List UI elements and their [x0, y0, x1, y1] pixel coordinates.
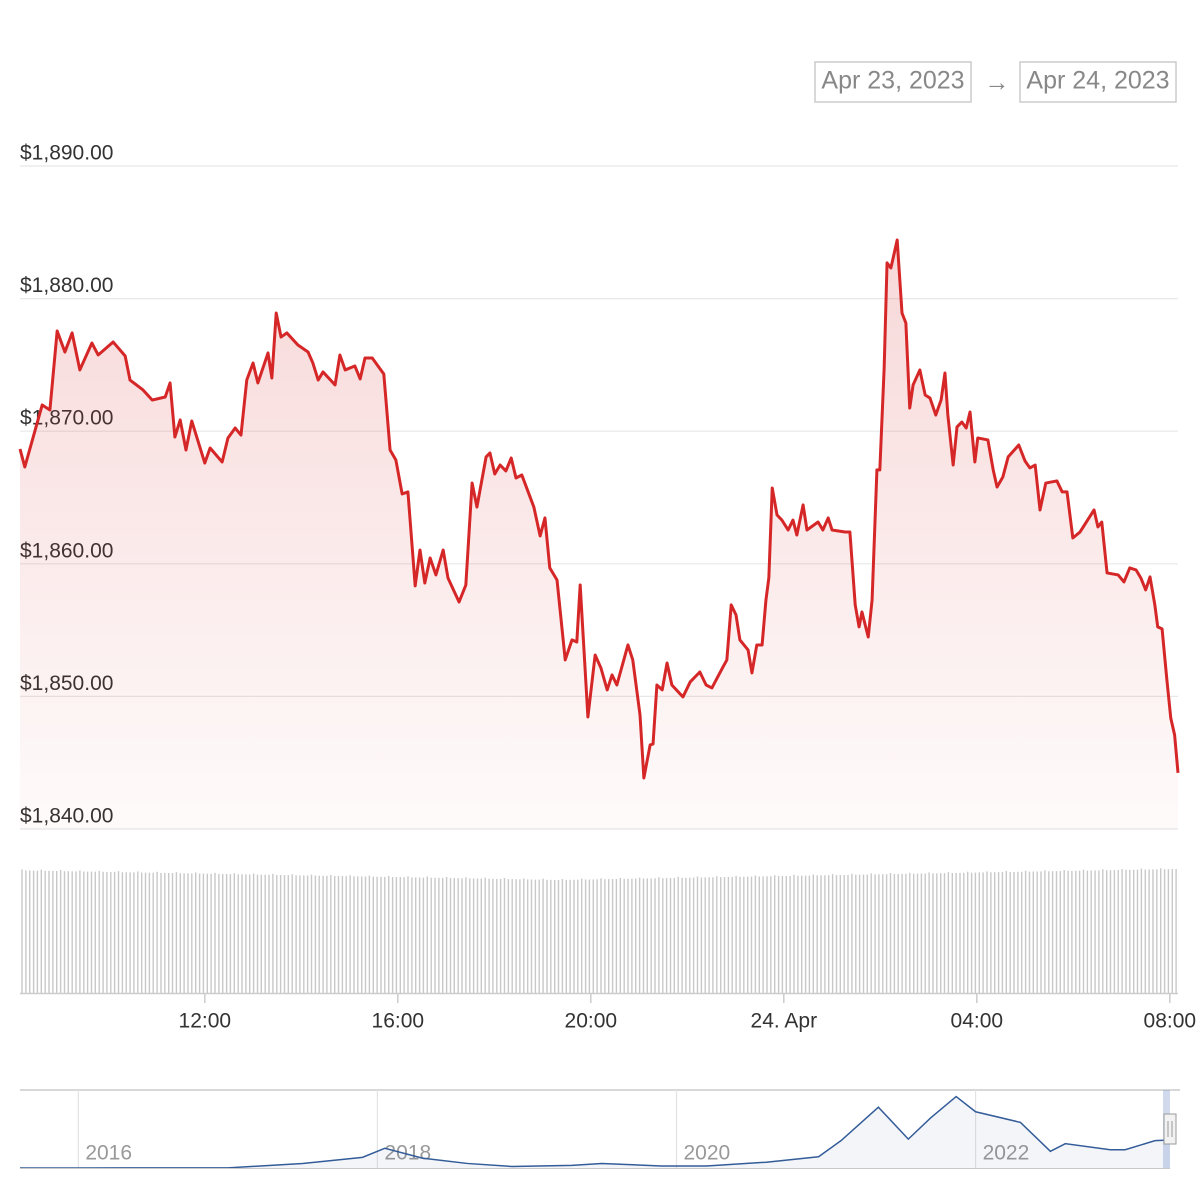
navigator-tick-label: 2020 — [684, 1142, 731, 1165]
x-tick-label: 16:00 — [372, 1010, 425, 1033]
navigator-tick-label: 2018 — [384, 1142, 431, 1165]
date-separator: → — [985, 69, 1010, 97]
navigator-area — [20, 1096, 1170, 1168]
volume-bars — [21, 868, 1177, 993]
x-tick-label: 04:00 — [951, 1010, 1004, 1033]
navigator-line — [20, 1095, 1171, 1169]
y-tick-label: $1,880.00 — [20, 274, 113, 297]
date-from-input[interactable] — [814, 61, 972, 103]
date-to-input[interactable] — [1019, 61, 1177, 103]
navigator-handle-box — [1163, 1113, 1177, 1145]
price-area — [20, 239, 1178, 830]
navigator-handle[interactable] — [1163, 1113, 1177, 1145]
y-tick-label: $1,890.00 — [20, 142, 113, 165]
x-tick-label: 12:00 — [179, 1010, 232, 1033]
x-tick-label: 20:00 — [565, 1010, 618, 1033]
x-tick-label: 08:00 — [1144, 1010, 1197, 1033]
price-line — [18, 238, 1180, 780]
date-to[interactable]: Apr 24, 2023 — [1026, 67, 1169, 95]
navigator-tick-label: 2022 — [983, 1142, 1030, 1165]
range-selector: Apr 23, 2023 → Apr 24, 2023 — [814, 61, 1177, 103]
navigator-tick-label: 2016 — [85, 1142, 132, 1165]
x-tick-label: 24. Apr — [751, 1010, 818, 1033]
date-from[interactable]: Apr 23, 2023 — [821, 67, 964, 95]
